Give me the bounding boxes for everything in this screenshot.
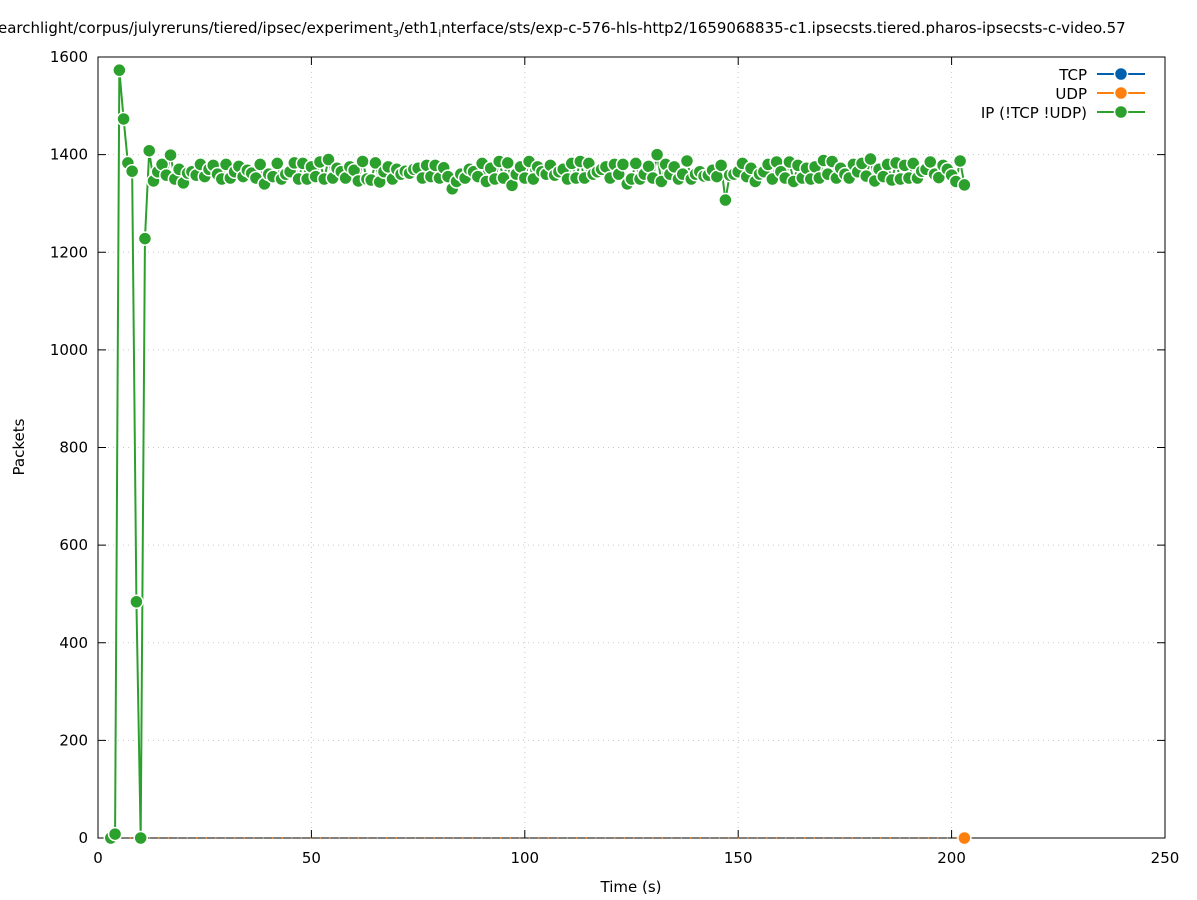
ip-point [368, 155, 383, 171]
ip-point [923, 154, 938, 170]
title-sub: 3 [392, 29, 400, 40]
x-tick-label: 100 [510, 849, 539, 867]
ip-point [718, 192, 733, 208]
ip-point [116, 111, 131, 127]
y-tick-label: 400 [59, 634, 88, 652]
plot-frame [97, 56, 1166, 839]
legend-marker [1113, 85, 1129, 101]
x-axis-label: Time (s) [600, 878, 662, 896]
ip-point [649, 147, 665, 162]
ip-point [321, 152, 336, 167]
series-layer [103, 62, 972, 846]
ip-point [863, 151, 878, 167]
ip-point [133, 830, 148, 846]
ip-point [952, 153, 968, 169]
title-part: nterface/sts/exp-c-576-hls-http2/1659068… [441, 19, 1126, 37]
axes: 0 200 400 600 800 1000 1200 1400 1600 0 50 100 150 20… [50, 48, 1180, 867]
ip-point [500, 155, 515, 171]
y-tick-label: 1400 [50, 146, 88, 164]
ip-point [355, 154, 370, 169]
y-tick-label: 800 [59, 439, 88, 457]
legend-marker [1113, 104, 1129, 120]
ip-line [110, 70, 966, 839]
legend-label: TCP [1058, 66, 1087, 84]
ip-point [129, 594, 144, 609]
chart-title: earchlight/corpus/julyreruns/tiered/ipse… [0, 19, 1126, 40]
x-tick-label: 0 [93, 849, 103, 867]
udp-point [957, 830, 972, 846]
ip-point [163, 147, 178, 163]
y-tick-label: 0 [78, 829, 88, 847]
ip-point [137, 231, 153, 246]
ip-point [141, 143, 157, 158]
legend-marker [1113, 66, 1129, 82]
x-tick-label: 50 [302, 849, 321, 867]
ip-point [112, 62, 127, 78]
y-tick-label: 1200 [50, 243, 88, 261]
ip-point [615, 157, 631, 172]
ip-point [107, 826, 123, 842]
y-tick-label: 1600 [50, 48, 88, 66]
title-part: earchlight/corpus/julyreruns/tiered/ipse… [0, 19, 393, 37]
legend-label: UDP [1055, 85, 1087, 103]
x-tick-label: 250 [1151, 849, 1180, 867]
ip-point [124, 163, 140, 179]
ip-point [252, 157, 268, 172]
y-tick-label: 200 [59, 731, 88, 749]
ip-point [713, 158, 729, 173]
title-sub: i [438, 29, 442, 40]
title-part: /eth1 [399, 19, 439, 37]
x-tick-label: 200 [937, 849, 966, 867]
ip-point [679, 153, 695, 169]
y-tick-label: 1000 [50, 341, 88, 359]
ip-point [270, 156, 285, 171]
x-tick-label: 150 [724, 849, 753, 867]
ip-point [628, 156, 644, 171]
ip-point [957, 177, 972, 193]
y-tick-label: 600 [59, 536, 88, 554]
ip-line-halo [109, 69, 967, 840]
legend-label: IP (!TCP !UDP) [981, 104, 1087, 122]
y-axis-label: Packets [10, 418, 28, 475]
